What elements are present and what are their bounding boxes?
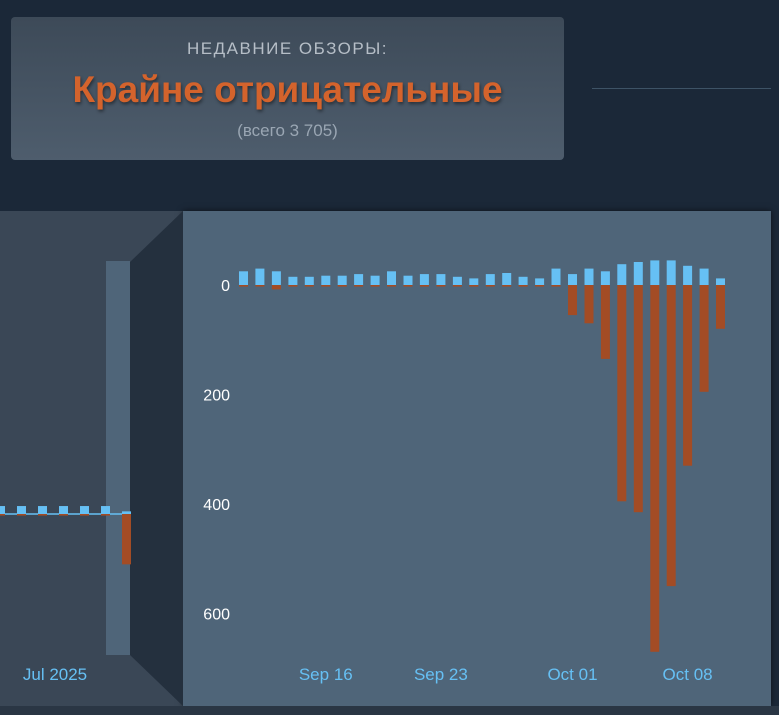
y-tick-label: 600 bbox=[203, 607, 230, 624]
overview-negative-bar bbox=[17, 514, 26, 516]
detail-positive-bar bbox=[337, 275, 347, 285]
bottom-strip bbox=[0, 706, 779, 715]
detail-positive-bar bbox=[403, 275, 413, 285]
detail-negative-bar bbox=[255, 285, 265, 287]
detail-negative-bar bbox=[502, 285, 512, 287]
overview-selection-window[interactable] bbox=[106, 261, 130, 655]
detail-negative-bar bbox=[436, 285, 446, 287]
detail-positive-bar bbox=[370, 275, 380, 285]
detail-positive-bar bbox=[436, 274, 446, 285]
overview-x-tick-label: Jul 2025 bbox=[23, 665, 87, 684]
detail-positive-bar bbox=[699, 268, 709, 285]
divider-line bbox=[592, 88, 771, 89]
detail-positive-bar bbox=[650, 260, 660, 285]
detail-positive-bar bbox=[469, 278, 479, 285]
review-summary-box: НЕДАВНИЕ ОБЗОРЫ: Крайне отрицательные (в… bbox=[11, 17, 564, 160]
detail-positive-bar bbox=[387, 271, 396, 285]
detail-positive-bar bbox=[535, 278, 545, 285]
overview-positive-bar bbox=[59, 506, 68, 514]
overview-negative-bar bbox=[38, 514, 47, 516]
detail-negative-bar bbox=[518, 285, 528, 287]
overview-positive-bar bbox=[80, 506, 89, 514]
detail-negative-bar bbox=[633, 285, 643, 513]
overview-negative-bar bbox=[59, 514, 68, 516]
overview-negative-bar bbox=[80, 514, 89, 516]
overview-positive-bar bbox=[0, 506, 5, 514]
y-tick-label: 0 bbox=[221, 278, 230, 295]
detail-positive-bar bbox=[419, 274, 429, 285]
detail-negative-bar bbox=[699, 285, 709, 392]
detail-negative-bar bbox=[535, 285, 545, 287]
review-rating-label[interactable]: Крайне отрицательные bbox=[72, 69, 503, 110]
detail-negative-bar bbox=[600, 285, 610, 359]
y-tick-label: 400 bbox=[203, 497, 230, 514]
detail-negative-bar bbox=[354, 285, 364, 287]
detail-positive-bar bbox=[617, 264, 627, 285]
detail-negative-bar bbox=[288, 285, 298, 287]
detail-negative-bar bbox=[551, 285, 561, 287]
detail-negative-bar bbox=[271, 285, 281, 290]
detail-positive-bar bbox=[485, 274, 495, 285]
detail-positive-bar bbox=[683, 265, 693, 285]
detail-negative-bar bbox=[716, 285, 725, 329]
detail-positive-bar bbox=[716, 278, 725, 285]
detail-negative-bar bbox=[403, 285, 413, 287]
detail-positive-bar bbox=[304, 276, 314, 285]
recent-reviews-heading: НЕДАВНИЕ ОБЗОРЫ: bbox=[187, 39, 388, 58]
detail-negative-bar bbox=[387, 285, 396, 287]
detail-negative-bar bbox=[584, 285, 594, 324]
detail-negative-bar bbox=[239, 285, 248, 287]
x-tick-label: Sep 16 bbox=[299, 665, 353, 684]
detail-positive-bar bbox=[568, 274, 577, 285]
detail-positive-bar bbox=[354, 274, 364, 285]
y-tick-label: 200 bbox=[203, 388, 230, 405]
detail-positive-bar bbox=[584, 268, 594, 285]
overview-positive-bar bbox=[38, 506, 47, 514]
overview-negative-bar bbox=[0, 514, 5, 516]
x-tick-label: Oct 08 bbox=[663, 665, 713, 684]
detail-negative-bar bbox=[370, 285, 380, 287]
detail-negative-bar bbox=[617, 285, 627, 502]
detail-negative-bar bbox=[485, 285, 495, 287]
detail-negative-bar bbox=[419, 285, 429, 287]
detail-positive-bar bbox=[518, 276, 528, 285]
detail-negative-bar bbox=[650, 285, 660, 652]
overview-positive-bar bbox=[122, 511, 131, 514]
x-tick-label: Oct 01 bbox=[547, 665, 597, 684]
detail-positive-bar bbox=[666, 260, 676, 285]
detail-negative-bar bbox=[304, 285, 314, 287]
detail-positive-bar bbox=[502, 273, 512, 285]
overview-positive-bar bbox=[17, 506, 26, 514]
detail-negative-bar bbox=[321, 285, 331, 287]
detail-negative-bar bbox=[469, 285, 479, 287]
detail-negative-bar bbox=[683, 285, 693, 466]
detail-negative-bar bbox=[568, 285, 577, 316]
detail-positive-bar bbox=[452, 276, 462, 285]
detail-negative-bar bbox=[666, 285, 676, 587]
detail-positive-bar bbox=[321, 275, 331, 285]
x-tick-label: Sep 23 bbox=[414, 665, 468, 684]
detail-positive-bar bbox=[271, 271, 281, 285]
detail-positive-bar bbox=[600, 271, 610, 285]
overview-negative-bar bbox=[122, 514, 131, 565]
detail-positive-bar bbox=[239, 271, 248, 285]
review-total-count: (всего 3 705) bbox=[237, 121, 338, 140]
zoom-connector bbox=[130, 211, 183, 706]
overview-negative-bar bbox=[101, 514, 110, 516]
detail-negative-bar bbox=[452, 285, 462, 287]
detail-negative-bar bbox=[337, 285, 347, 287]
detail-positive-bar bbox=[255, 268, 265, 285]
detail-positive-bar bbox=[551, 268, 561, 285]
overview-positive-bar bbox=[101, 506, 110, 514]
detail-positive-bar bbox=[633, 262, 643, 285]
detail-positive-bar bbox=[288, 276, 298, 285]
